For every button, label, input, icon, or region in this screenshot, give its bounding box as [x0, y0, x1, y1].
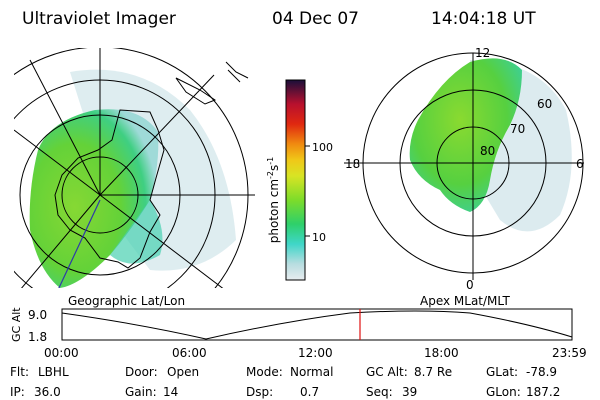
status-glat-label: GLat: [486, 365, 518, 379]
apex-mlat-mlt-map: 12 18 6 0 60 70 80 Apex MLat/MLT [344, 46, 584, 308]
status-glon-value: 187.2 [526, 385, 560, 399]
status-dsp-value: 0.7 [300, 385, 319, 399]
status-door-label: Door: [125, 365, 158, 379]
status-gcalt-label: GC Alt: [366, 365, 408, 379]
status-glat-value: -78.9 [526, 365, 557, 379]
aurora-oval-left [29, 109, 159, 288]
track-line [58, 199, 101, 288]
status-flt-label: Flt: [10, 365, 29, 379]
altitude-plot: GC Alt 9.0 1.8 00:00 06:00 12:00 18:00 2… [10, 307, 587, 360]
status-gain-label: Gain: [125, 385, 157, 399]
time-tick-0600: 06:00 [172, 346, 207, 360]
time-tick-0000: 00:00 [44, 346, 79, 360]
colorbar-tick-100: 100 [312, 141, 333, 154]
status-ip-value: 36.0 [34, 385, 61, 399]
date-text: 04 Dec 07 [272, 9, 359, 29]
time-tick-1800: 18:00 [424, 346, 459, 360]
geographic-map: Geographic Lat/Lon [14, 48, 255, 308]
aurora-oval-right [409, 58, 522, 212]
colorbar-label-mid: s [267, 165, 281, 171]
colorbar: 100 10 photon cm-2s-1 [266, 79, 333, 281]
status-flt-value: LBHL [38, 365, 69, 379]
left-caption: Geographic Lat/Lon [68, 294, 185, 308]
status-glon-label: GLon: [486, 385, 521, 399]
time-tick-1200: 12:00 [298, 346, 333, 360]
altitude-curve [61, 310, 573, 340]
status-mode-label: Mode: [246, 365, 283, 379]
colorbar-label-sup2: -1 [266, 157, 275, 165]
status-gain-value: 14 [163, 385, 178, 399]
status-dsp-label: Dsp: [246, 385, 273, 399]
time-tick-2359: 23:59 [552, 346, 587, 360]
colorbar-label-unit: photon cm [267, 179, 281, 243]
colorbar-tick-10: 10 [312, 231, 326, 244]
mlt-label-6: 6 [576, 157, 584, 171]
coastline [54, 109, 165, 269]
altitude-y-bottom: 1.8 [28, 330, 47, 344]
status-seq-value: 39 [402, 385, 417, 399]
altitude-ylabel: GC Alt [10, 307, 23, 342]
status-gcalt-value: 8.7 Re [414, 365, 452, 379]
lat-label-80: 80 [480, 144, 495, 158]
status-seq-label: Seq: [366, 385, 393, 399]
mlt-label-12: 12 [475, 46, 490, 60]
status-mode-value: Normal [290, 365, 333, 379]
aurora-edge-left [110, 200, 163, 264]
time-text: 14:04:18 UT [431, 9, 536, 29]
colorbar-label-sup1: -2 [266, 171, 275, 179]
colorbar-label: photon cm-2s-1 [266, 157, 281, 244]
right-caption: Apex MLat/MLT [420, 294, 510, 308]
mlt-label-18: 18 [345, 157, 360, 171]
status-door-value: Open [167, 365, 199, 379]
instrument-title: Ultraviolet Imager [22, 9, 176, 29]
lat-label-60: 60 [537, 97, 552, 111]
altitude-y-top: 9.0 [28, 308, 47, 322]
lat-label-70: 70 [510, 122, 525, 136]
status-ip-label: IP: [10, 385, 25, 399]
mlt-label-0: 0 [466, 278, 474, 292]
status-panel: Flt: LBHL Door: Open Mode: Normal GC Alt… [10, 365, 560, 399]
